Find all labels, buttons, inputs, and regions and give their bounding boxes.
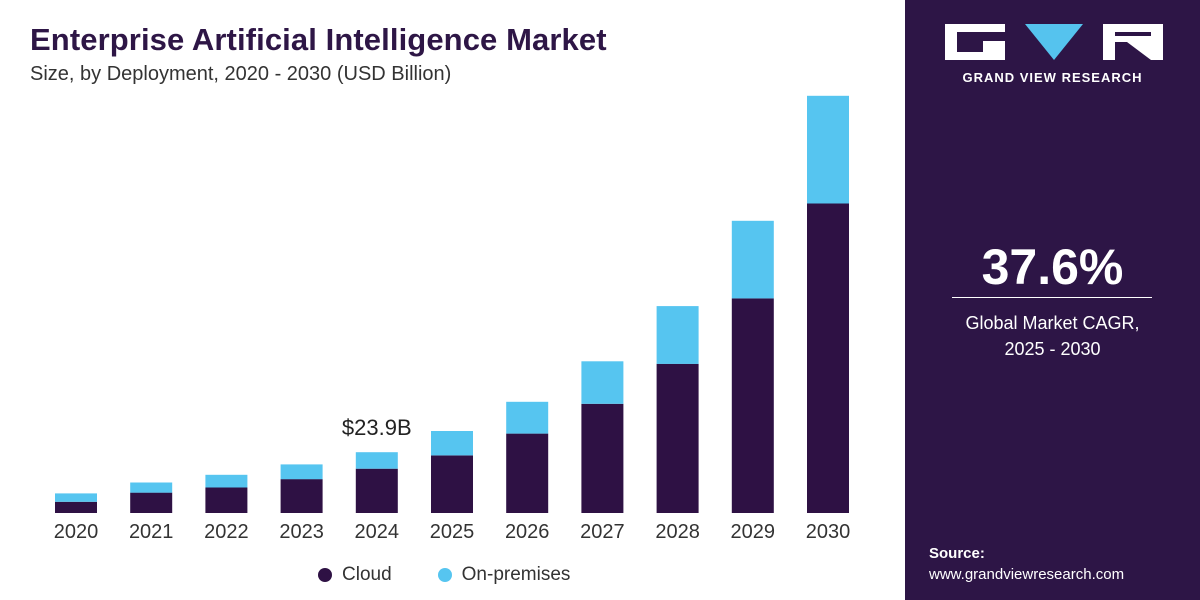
legend-swatch-on-premises (437, 568, 452, 582)
bar-2030-on-premises (807, 95, 849, 204)
cagr-label-line2: 2025 - 2030 (1004, 339, 1101, 359)
x-tick-label-2029: 2029 (731, 521, 776, 543)
x-tick-label-2027: 2027 (580, 521, 625, 543)
bar-2026-on-premises (506, 401, 549, 434)
cagr-divider (952, 297, 1152, 298)
legend-item-on-premises: On-premises (437, 564, 571, 586)
x-tick-label-2026: 2026 (505, 521, 550, 543)
data-label-2024: $23.9B (342, 415, 412, 440)
bar-2028-cloud (656, 363, 699, 513)
x-tick-label-2023: 2023 (279, 521, 324, 543)
x-tick-label-2020: 2020 (54, 521, 99, 543)
bar-2024-on-premises (355, 452, 398, 469)
bar-2020-cloud (55, 501, 97, 513)
legend-swatch-cloud (318, 568, 332, 582)
cagr-label: Global Market CAGR, 2025 - 2030 (905, 310, 1200, 362)
bar-2029-cloud (731, 298, 774, 513)
source-label: Source: (929, 545, 985, 562)
x-tick-label-2025: 2025 (430, 521, 475, 543)
x-tick-label-2028: 2028 (655, 521, 700, 543)
bar-2029-on-premises (731, 220, 774, 299)
bar-2030-cloud (807, 203, 849, 513)
bar-2024-cloud (355, 468, 398, 513)
x-tick-label-2022: 2022 (204, 521, 249, 543)
chart-subtitle: Size, by Deployment, 2020 - 2030 (USD Bi… (30, 63, 452, 85)
x-tick-label-2024: 2024 (355, 521, 400, 543)
legend-item-cloud: Cloud (318, 564, 392, 586)
bar-2025-on-premises (431, 431, 473, 456)
bar-2027-cloud (581, 403, 624, 513)
bar-2027-on-premises (581, 361, 624, 404)
info-sidebar: GRAND VIEW RESEARCH 37.6% Global Market … (905, 0, 1200, 600)
bar-2025-cloud (431, 455, 473, 513)
bar-2026-cloud (506, 433, 549, 513)
bar-2022-cloud (205, 487, 248, 513)
bar-2022-on-premises (205, 474, 248, 488)
source-url[interactable]: www.grandviewresearch.com (929, 566, 1125, 583)
cagr-value: 37.6% (981, 239, 1124, 295)
chart-plot: 2020 2021 2022 2023 2024 2025 2026 2027 2028 2029… (54, 95, 851, 543)
brand-name: GRAND VIEW RESEARCH (962, 70, 1143, 85)
x-tick-label-2021: 2021 (129, 521, 174, 543)
bar-2020-on-premises (55, 493, 97, 502)
bar-2021-on-premises (130, 482, 173, 493)
bar-2023-cloud (280, 479, 323, 513)
bar-2028-on-premises (656, 306, 699, 364)
x-tick-label-2030: 2030 (806, 521, 851, 543)
chart-title: Enterprise Artificial Intelligence Marke… (30, 22, 607, 57)
bar-2021-cloud (130, 492, 173, 513)
bar-2023-on-premises (280, 464, 323, 480)
cagr-label-line1: Global Market CAGR, (965, 313, 1140, 333)
chart-panel: 2020 2021 2022 2023 2024 2025 2026 2027 2028 2029… (30, 22, 851, 587)
chart-legend: Cloud On-premises (318, 563, 616, 587)
legend-label-on-premises: On-premises (461, 564, 571, 585)
grand-view-research-logo (945, 24, 1163, 60)
legend-label-cloud: Cloud (342, 564, 392, 585)
